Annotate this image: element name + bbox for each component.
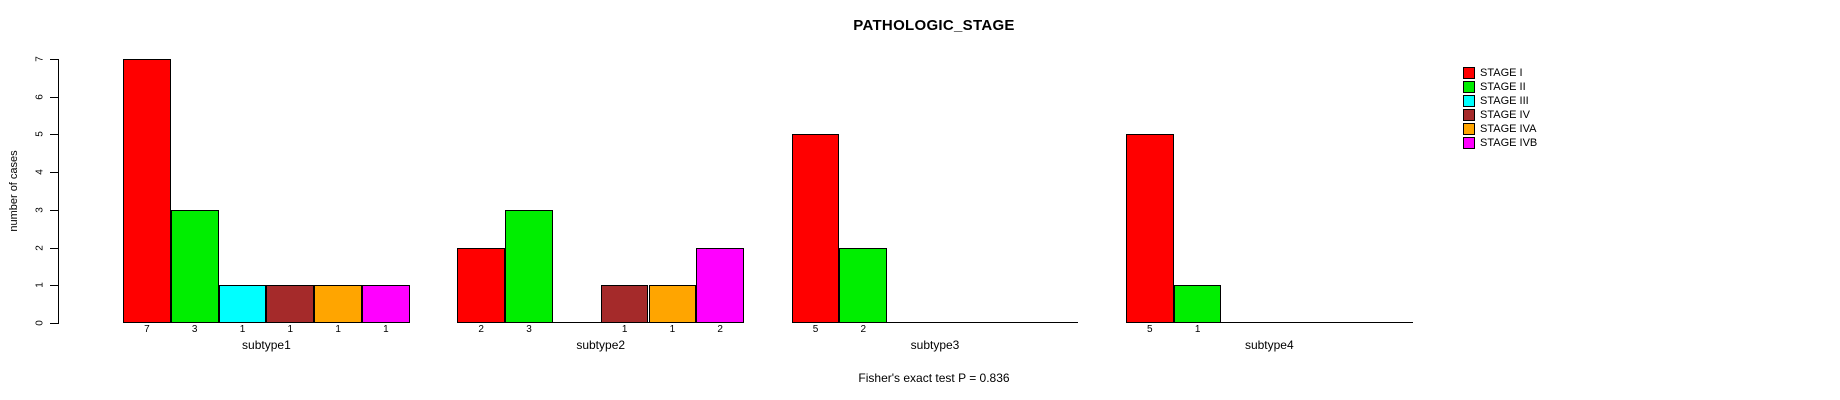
legend-item: STAGE IVB (1463, 136, 1537, 150)
bar-value-label: 1 (621, 324, 628, 335)
y-tick-label: 3 (34, 207, 46, 213)
legend-swatch (1463, 123, 1475, 135)
legend-swatch (1463, 137, 1475, 149)
bar (266, 285, 315, 323)
bar (696, 247, 745, 323)
bar-value-label: 1 (287, 324, 294, 335)
legend-label: STAGE IV (1480, 109, 1530, 121)
bar (1125, 134, 1174, 323)
bar-value-label: 1 (1194, 324, 1201, 335)
bar-value-label: 5 (1147, 324, 1153, 335)
legend-item: STAGE II (1463, 80, 1537, 94)
legend-label: STAGE IVB (1480, 137, 1538, 149)
legend-label: STAGE II (1480, 81, 1526, 93)
y-tick-label: 1 (34, 282, 46, 289)
bar (600, 285, 649, 323)
legend-item: STAGE IV (1463, 108, 1537, 122)
bar-value-label: 2 (478, 324, 484, 335)
bar (648, 285, 697, 323)
bar (123, 59, 171, 323)
category-label: subtype2 (576, 338, 626, 352)
legend-label: STAGE I (1480, 67, 1523, 79)
y-tick (50, 172, 58, 174)
bar (457, 247, 506, 323)
y-tick-label: 0 (34, 320, 46, 326)
legend-swatch (1463, 81, 1475, 93)
legend-label: STAGE IVA (1480, 123, 1537, 135)
y-tick (50, 247, 58, 249)
bar-value-label: 3 (526, 324, 532, 335)
bar (170, 209, 219, 323)
chart-title: PATHOLOGIC_STAGE (853, 17, 1015, 34)
bar-value-label: 1 (335, 324, 341, 335)
bar (505, 209, 553, 323)
group-baseline (791, 322, 1079, 323)
bar-value-label: 1 (383, 324, 389, 335)
y-tick (50, 134, 58, 136)
y-axis-line (58, 59, 59, 324)
y-tick-label: 5 (34, 131, 46, 138)
legend-swatch (1463, 95, 1475, 107)
fisher-note: Fisher's exact test P = 0.836 (858, 371, 1010, 385)
y-tick (50, 285, 58, 287)
y-tick-label: 6 (34, 93, 46, 100)
bar (1173, 285, 1222, 323)
bar-value-label: 2 (860, 324, 867, 335)
legend-swatch (1463, 67, 1475, 79)
bar-value-label: 1 (669, 324, 676, 335)
legend-item: STAGE III (1463, 94, 1537, 108)
y-tick-label: 4 (34, 169, 46, 175)
legend: STAGE I STAGE II STAGE III STAGE IV STAGE IV… (1463, 66, 1537, 150)
y-tick (50, 59, 58, 60)
y-tick-label: 2 (34, 244, 46, 251)
bar (314, 285, 362, 323)
bar (218, 285, 267, 323)
bar-value-label: 7 (144, 324, 150, 335)
y-axis-label: number of cases (8, 150, 20, 232)
bar (791, 134, 840, 323)
bar (362, 285, 410, 323)
legend-item: STAGE IVA (1463, 122, 1537, 136)
bar (839, 247, 888, 323)
bar-value-label: 2 (717, 324, 723, 335)
legend-item: STAGE I (1463, 66, 1537, 80)
category-label: subtype4 (1244, 338, 1294, 352)
group-baseline (1125, 322, 1413, 323)
y-tick (50, 209, 58, 211)
legend-label: STAGE III (1480, 95, 1529, 107)
y-tick-label: 7 (34, 56, 46, 62)
y-tick (50, 96, 58, 98)
legend-swatch (1463, 109, 1475, 121)
bar-value-label: 3 (191, 324, 198, 335)
bar-value-label: 5 (812, 324, 819, 335)
y-tick (50, 323, 58, 324)
bar-value-label: 1 (239, 324, 246, 335)
category-label: subtype3 (910, 338, 960, 352)
category-label: subtype1 (242, 338, 291, 352)
